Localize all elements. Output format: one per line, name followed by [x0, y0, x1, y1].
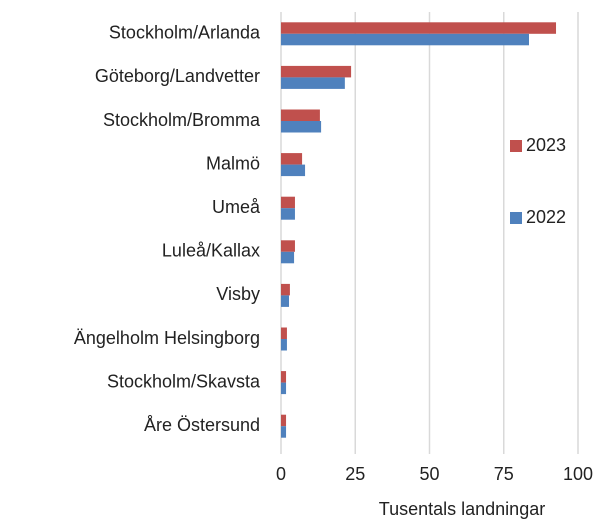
y-tick-label: Ängelholm Helsingborg: [74, 328, 260, 348]
y-tick-label: Luleå/Kallax: [162, 241, 260, 261]
bar: [281, 371, 287, 383]
y-tick-label: Malmö: [206, 153, 260, 173]
legend-swatch: [510, 212, 522, 224]
bar: [281, 426, 287, 438]
legend-label: 2023: [526, 135, 566, 155]
bar: [281, 295, 290, 307]
bar: [281, 153, 303, 165]
legend-swatch: [510, 140, 522, 152]
y-tick-label: Stockholm/Arlanda: [109, 23, 261, 43]
bar: [281, 22, 557, 34]
bar: [281, 164, 306, 177]
x-tick-label: 50: [419, 464, 439, 484]
y-tick-label: Göteborg/Landvetter: [95, 66, 260, 86]
bar: [281, 251, 295, 264]
bar: [281, 65, 352, 78]
bar: [281, 240, 295, 252]
x-tick-label: 0: [276, 464, 286, 484]
legend-label: 2022: [526, 207, 566, 227]
y-tick-label: Stockholm/Bromma: [103, 110, 261, 130]
bar: [281, 327, 287, 339]
y-tick-label: Stockholm/Skavsta: [107, 371, 261, 391]
bar: [281, 414, 287, 427]
bar: [281, 382, 287, 395]
x-tick-label: 25: [345, 464, 365, 484]
bar: [281, 283, 290, 296]
x-tick-label: 75: [494, 464, 514, 484]
bar: [281, 196, 295, 209]
bar: [281, 33, 529, 46]
y-tick-label: Visby: [216, 284, 260, 304]
bar: [281, 121, 322, 133]
y-tick-label: Umeå: [212, 197, 261, 217]
bar: [281, 339, 287, 351]
bar: [281, 77, 345, 89]
x-axis-title: Tusentals landningar: [379, 499, 545, 519]
bar: [281, 208, 295, 220]
bar: [281, 109, 320, 121]
x-tick-label: 100: [563, 464, 593, 484]
y-tick-label: Åre Östersund: [144, 415, 260, 435]
